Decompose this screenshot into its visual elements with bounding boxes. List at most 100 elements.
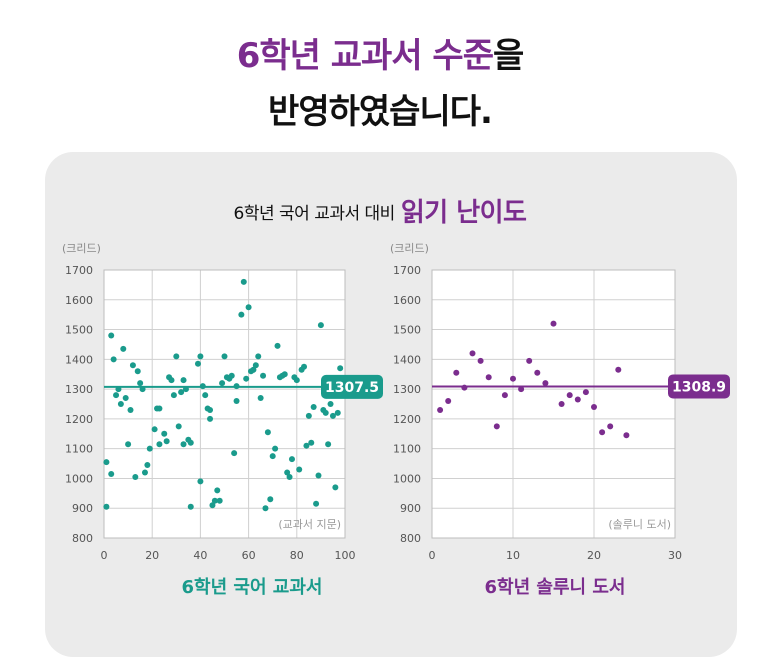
chart1-data-point — [313, 500, 320, 507]
chart2-data-point — [526, 357, 533, 364]
chart1-data-point — [199, 383, 206, 390]
headline-rest: 을 — [493, 36, 524, 76]
chart2-mean-badge — [668, 374, 730, 399]
chart1-data-point — [284, 469, 291, 476]
chart1-y-tick-label: 1200 — [65, 413, 93, 426]
chart1-data-point — [243, 375, 250, 382]
chart1-data-point — [252, 362, 259, 369]
chart2-plot-frame — [431, 269, 676, 539]
chart1-plot-area — [104, 270, 345, 538]
subtitle-emphasis: 읽기 난이도 — [400, 198, 527, 228]
chart2-data-point — [599, 429, 606, 436]
chart1-data-point — [219, 380, 226, 387]
chart1-data-point — [322, 409, 329, 416]
chart1-data-point — [308, 439, 315, 446]
chart1-data-point — [139, 386, 146, 393]
chart1-data-point — [120, 345, 127, 352]
chart1-data-point — [175, 423, 182, 430]
chart1-x-tick-label: 60 — [242, 549, 256, 562]
headline-line2: 반영하였습니다. — [268, 92, 493, 132]
chart2-y-tick-label: 1100 — [393, 443, 421, 456]
chart1-data-point — [272, 445, 279, 452]
chart2-data-point — [510, 375, 516, 382]
chart1-data-point — [214, 487, 221, 494]
chart1-y-tick-label: 900 — [72, 502, 93, 515]
chart2-y-tick-label: 1400 — [393, 353, 421, 366]
chart1-y-tick-label: 1400 — [65, 353, 93, 366]
chart2-data-point — [615, 366, 622, 373]
chart1-data-point — [310, 403, 317, 410]
chart1-x-tick-label: 40 — [193, 549, 207, 562]
chart2-data-point — [518, 386, 525, 393]
chart2-data-point — [534, 369, 541, 376]
chart1-data-point — [197, 353, 204, 360]
headline-accent: 6학년 교과서 수준 — [236, 36, 494, 76]
chart1-data-point — [137, 380, 144, 387]
chart2-data-point — [469, 350, 476, 357]
chart1-data-point — [108, 470, 115, 477]
chart2-x-tick-label: 0 — [429, 549, 436, 562]
chart1-data-point — [207, 406, 214, 413]
chart1-data-point — [329, 412, 336, 419]
chart1-data-point — [173, 353, 180, 360]
chart1-y-tick-label: 1000 — [65, 472, 93, 485]
chart1-data-point — [233, 398, 240, 405]
chart1-data-point — [211, 497, 218, 504]
chart1-data-point — [129, 362, 136, 369]
chart1-data-point — [255, 353, 262, 360]
chart1-data-point — [315, 472, 322, 479]
chart1-y-tick-label: 1600 — [65, 294, 93, 307]
chart1-data-point — [327, 401, 334, 407]
chart2-data-point — [558, 401, 565, 407]
chart1-data-point — [216, 497, 223, 504]
chart1-y-tick-label: 1500 — [65, 324, 93, 337]
chart2-y-tick-label: 900 — [400, 502, 421, 515]
chart2-x-tick-label: 20 — [587, 549, 601, 562]
chart1-data-point — [238, 311, 245, 318]
chart2-data-point — [493, 423, 500, 430]
chart1-data-point — [260, 372, 267, 379]
chart1-data-point — [250, 366, 257, 373]
chart1-data-point — [151, 426, 158, 433]
chart2-y-tick-label: 1500 — [393, 324, 421, 337]
chart1-data-point — [228, 372, 235, 379]
chart1-data-point — [332, 484, 339, 491]
chart1-data-point — [178, 389, 185, 396]
chart2-data-point — [591, 403, 597, 410]
chart2-data-point — [542, 380, 549, 387]
chart2-data-point — [607, 423, 614, 430]
chart1-data-point — [197, 478, 204, 485]
chart1-data-point — [194, 360, 201, 367]
chart1-data-point — [209, 502, 216, 509]
chart2-data-point — [574, 396, 581, 403]
headline-line1: 6학년 교과서 수준을 — [0, 28, 760, 77]
chart1-x-tick-label: 20 — [145, 549, 159, 562]
chart1-data-point — [274, 342, 281, 349]
chart1-y-tick-label: 1100 — [65, 443, 93, 456]
chart1-data-point — [337, 365, 344, 372]
chart1-y-tick-label: 800 — [72, 532, 93, 545]
chart1-data-point — [262, 505, 269, 512]
chart1-data-point — [296, 466, 303, 473]
chart1-data-point — [141, 469, 148, 476]
chart1-x-axis-label: 6학년 국어 교과서 — [182, 576, 323, 598]
chart1-data-point — [187, 503, 194, 510]
chart2-data-point — [582, 389, 589, 396]
chart1-y-tick-label: 1700 — [65, 264, 93, 277]
chart1-data-point — [317, 322, 324, 329]
chart2-y-tick-label: 1000 — [393, 472, 421, 485]
chart1-data-point — [180, 377, 187, 384]
chart1-data-point — [156, 405, 163, 412]
chart1-data-point — [134, 368, 141, 375]
chart2-x-axis-label: 6학년 솔루니 도서 — [485, 576, 626, 598]
chart1-data-point — [334, 409, 341, 416]
chart2-mean-label: 1308.9 — [672, 379, 726, 395]
chart1-data-point — [144, 462, 151, 469]
chart1-data-point — [305, 412, 312, 419]
chart1-data-point — [301, 363, 308, 370]
chart1-mean-badge — [321, 374, 383, 399]
chart1-plot-frame — [103, 269, 346, 539]
chart1-x-tick-label: 0 — [101, 549, 108, 562]
chart1-data-point — [281, 371, 288, 378]
chart1-data-point — [267, 496, 274, 503]
